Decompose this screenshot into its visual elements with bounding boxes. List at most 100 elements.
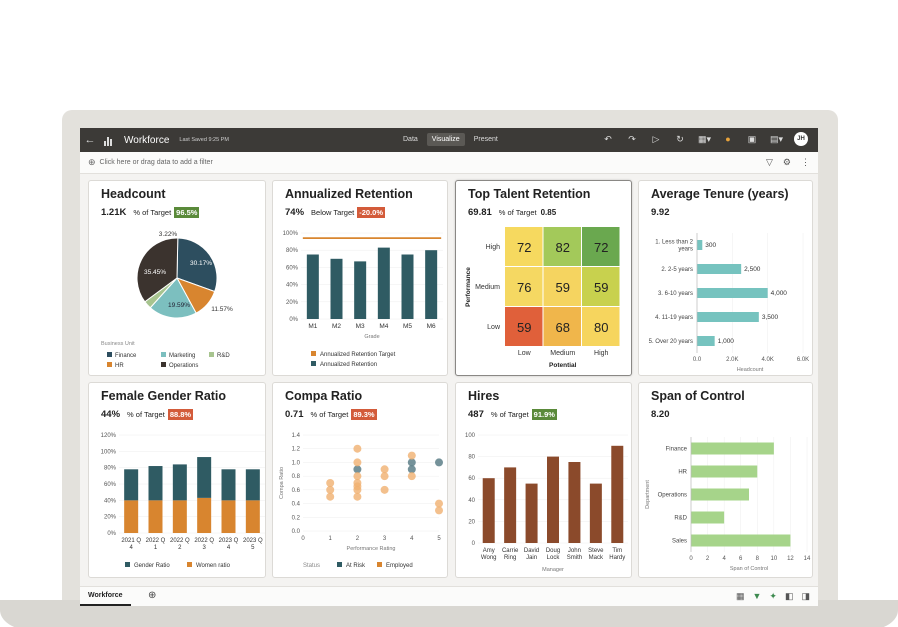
legend-swatch	[209, 352, 214, 357]
filter-bar[interactable]: ⊕ Click here or drag data to add a filte…	[80, 152, 818, 174]
heatmap-value: 76	[517, 280, 531, 295]
filter-apply-icon[interactable]: ▼	[752, 591, 762, 601]
preview-icon[interactable]: ▣	[747, 133, 757, 144]
bar-women-ratio	[124, 500, 139, 533]
compa-card[interactable]: 0.0 0.2 0.4 0.6 0.8 1.0 1.2 1.4 0 1 2 3 4 5 Performanc…	[272, 382, 448, 578]
card-title: Annualized Retention	[285, 187, 413, 201]
y-tick-label: 60%	[286, 265, 299, 271]
panel-right-icon[interactable]: ◨	[801, 591, 810, 601]
y-tick-label: 80	[468, 455, 475, 461]
x-tick-label: 2	[356, 536, 360, 542]
bar-hires	[504, 467, 517, 543]
pie-slice-operations	[136, 237, 179, 303]
x-tick-label: M1	[308, 323, 317, 330]
filter-hint[interactable]: Click here or drag data to add a filter	[99, 159, 213, 166]
category-label: 1. Less than 2	[655, 240, 693, 246]
y-tick-label: 60	[468, 476, 475, 482]
legend-swatch	[311, 351, 316, 356]
x-tick-label: Wong	[481, 555, 497, 561]
x-tick-label: Amy	[483, 548, 495, 554]
legend-swatch	[125, 562, 130, 567]
x-tick-label: 6.0K	[797, 357, 809, 363]
grid-icon[interactable]: ▦	[735, 591, 745, 601]
pie-slice-marketing	[149, 277, 197, 319]
auto-apply-icon[interactable]: ✦	[769, 591, 777, 601]
y-tick-label: 0%	[107, 531, 116, 537]
toptalent-heatmap: 72 82 72 High 76 59 59 Medium 59 68 80 Low Low Medium…	[465, 227, 620, 369]
bar-M3	[354, 261, 367, 319]
col-label: Medium	[550, 350, 575, 357]
x-tick-label: 2023 Q	[219, 538, 239, 544]
pie-slice-finance	[176, 237, 218, 293]
undo-icon[interactable]: ↶	[604, 133, 612, 144]
canvas-properties-icon[interactable]: ▦▾	[698, 133, 712, 144]
heatmap-value: 72	[517, 240, 531, 255]
y-tick-label: 100	[465, 433, 476, 439]
legend-label: HR	[115, 363, 124, 369]
kpi-badge: 88.8%	[167, 409, 194, 420]
y-tick-label: 0.0	[292, 529, 301, 535]
point-employed	[407, 451, 416, 460]
y-tick-label: 100%	[101, 449, 117, 455]
play-icon[interactable]: ▷	[652, 133, 660, 144]
add-canvas-icon[interactable]: ⊕	[148, 590, 157, 601]
canvas-tab-workforce[interactable]: Workforce	[80, 587, 131, 606]
bar-value-label: 1,000	[718, 338, 735, 345]
y-tick-label: 40%	[104, 498, 117, 504]
mode-visualize-tab[interactable]: Visualize	[426, 133, 465, 146]
save-icon[interactable]: ▤▾	[770, 133, 784, 144]
settings-icon[interactable]: ⚙	[782, 157, 791, 167]
kpi-value: 44%	[101, 409, 121, 420]
mode-present-tab[interactable]: Present	[473, 136, 498, 143]
x-tick-label: Ring	[504, 555, 516, 561]
heatmap-value: 59	[556, 280, 570, 295]
bar-M1	[306, 254, 319, 319]
workbook-title: Workforce	[124, 134, 170, 146]
back-arrow-icon[interactable]: ←	[84, 134, 96, 146]
last-saved-text: Last Saved 9:25 PM	[179, 137, 229, 143]
panel-left-icon[interactable]: ◧	[784, 591, 794, 601]
x-tick-label: 2022 Q	[146, 538, 166, 544]
filter-options-icon[interactable]: ▽	[766, 157, 773, 167]
legend-label: Operations	[169, 363, 198, 369]
y-tick-label: 1.0	[292, 460, 301, 466]
kpi-value: 9.92	[651, 207, 670, 218]
toptalent-card[interactable]: 72 82 72 High 76 59 59 Medium 59 68 80 Low Low Medium…	[455, 180, 632, 376]
x-tick-label: 5	[437, 536, 441, 542]
mode-data-tab[interactable]: Data	[403, 136, 418, 143]
x-tick-label: Tim	[612, 548, 622, 554]
kpi-value: 0.71	[285, 409, 304, 420]
kpi-row: 8.20	[651, 409, 670, 420]
retention-card[interactable]: 0% 20% 40% 60% 80% 100% M1 M2 M3 M4 M5 M6 Grade Annua…	[272, 180, 448, 376]
gender-card[interactable]: 0% 20% 40% 60% 80% 100% 120% 2021 Q 4 2022 Q 1 2022…	[88, 382, 266, 578]
heatmap-value: 72	[594, 240, 608, 255]
span-card[interactable]: 0 2 4 6 8 10 12 14 Finance HR Operations R&D Sales Sp…	[638, 382, 813, 578]
y-tick-label: 80%	[286, 248, 299, 254]
card-title: Female Gender Ratio	[101, 389, 227, 403]
bar-hires	[611, 445, 624, 543]
x-tick-label: 4.0K	[761, 357, 773, 363]
headcount-card[interactable]: 30.17% 11.57% 19.59% 3.22% 35.45% Business Un…	[88, 180, 266, 376]
bar-hires	[568, 462, 581, 543]
redo-icon[interactable]: ↷	[628, 133, 636, 144]
tenure-card[interactable]: 0.0 2.0K 4.0K 6.0K 300 1. Less than 2 years 2,5…	[638, 180, 813, 376]
x-tick-label: M4	[379, 323, 388, 330]
col-label: Low	[518, 350, 532, 357]
span-bar	[691, 511, 725, 524]
insights-lightbulb-icon[interactable]: ●	[725, 134, 731, 144]
y-tick-label: 40%	[286, 283, 299, 289]
x-tick-label: 5	[251, 545, 255, 551]
category-label: 2. 2-5 years	[661, 267, 693, 273]
hires-card[interactable]: 0 20 40 60 80 100 Amy Wong Carrie Ring David Jain Do…	[455, 382, 632, 578]
add-filter-icon[interactable]: ⊕	[88, 157, 96, 167]
refresh-data-icon[interactable]: ↻	[676, 133, 684, 144]
user-avatar[interactable]: JH	[794, 132, 808, 146]
pie-slice-label: 3.22%	[159, 231, 178, 238]
bar-M4	[377, 247, 390, 319]
more-menu-icon[interactable]: ⋮	[801, 157, 810, 167]
point-employed	[380, 485, 389, 494]
kpi-label: % of Target	[490, 410, 529, 419]
